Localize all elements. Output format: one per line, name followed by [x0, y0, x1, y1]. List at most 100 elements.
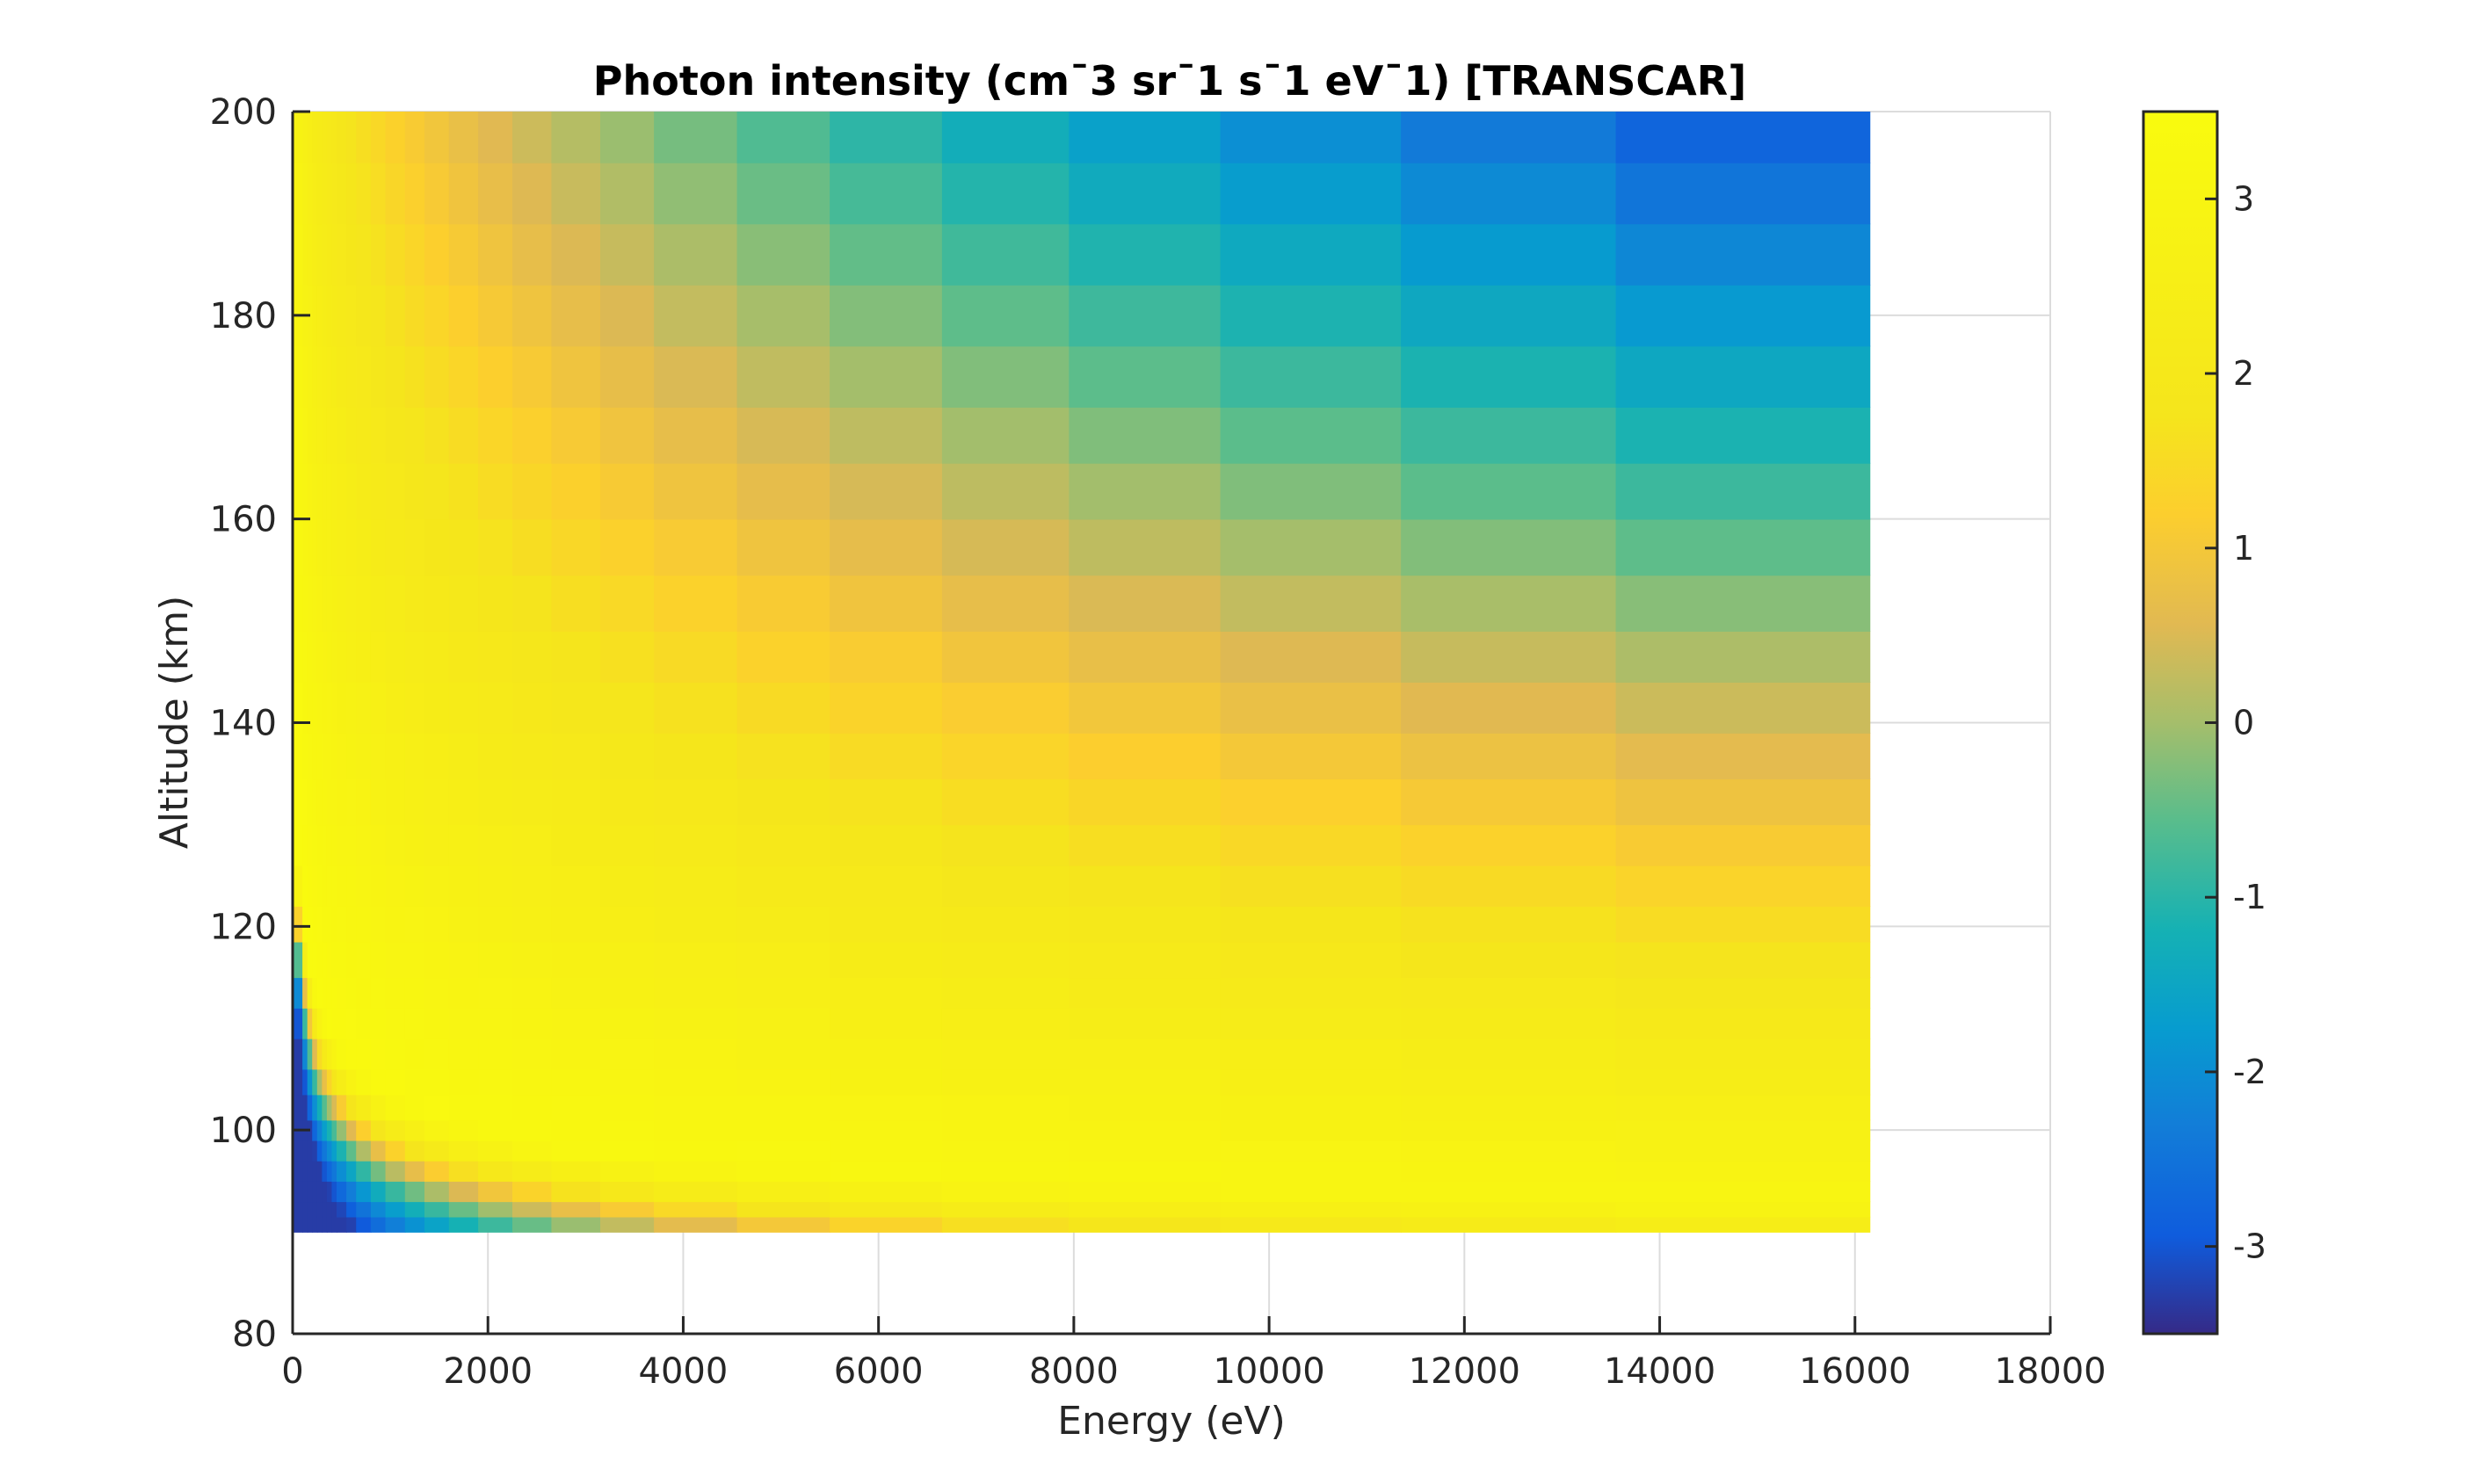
heatmap-cell	[312, 1038, 318, 1070]
heatmap-cell	[941, 977, 1070, 1009]
heatmap-cell	[293, 1068, 303, 1096]
heatmap-cell	[302, 345, 308, 408]
heatmap-cell	[830, 407, 943, 464]
heatmap-cell	[654, 733, 738, 780]
heatmap-cell	[337, 345, 347, 408]
heatmap-cell	[1615, 162, 1871, 225]
heatmap-cell	[736, 1201, 830, 1218]
heatmap-cell	[316, 865, 323, 907]
heatmap-cell	[356, 407, 372, 464]
heatmap-cell	[356, 162, 372, 225]
heatmap-cell	[293, 733, 303, 780]
heatmap-cell	[1220, 575, 1402, 632]
heatmap-cell	[830, 162, 943, 225]
heatmap-cell	[1615, 1201, 1871, 1218]
heatmap-cell	[385, 1094, 406, 1121]
heatmap-cell	[346, 733, 358, 780]
heatmap-cell	[654, 1119, 738, 1141]
heatmap-cell	[322, 906, 328, 943]
heatmap-cell	[404, 112, 425, 163]
x-tick-label: 12000	[1409, 1351, 1520, 1392]
heatmap-cell	[1401, 1119, 1617, 1141]
heatmap-cell	[307, 112, 314, 163]
heatmap-cell	[302, 631, 308, 683]
heatmap-cell	[551, 345, 601, 408]
heatmap-cell	[512, 1140, 553, 1162]
heatmap-cell	[356, 682, 372, 734]
heatmap-cell	[512, 1119, 553, 1141]
heatmap-cell	[424, 1181, 450, 1203]
heatmap-cell	[385, 778, 406, 826]
heatmap-cell	[293, 223, 303, 286]
heatmap-cell	[322, 1201, 328, 1218]
heatmap-cell	[331, 1008, 337, 1039]
heatmap-cell	[337, 575, 347, 632]
heatmap-cell	[312, 941, 318, 979]
heatmap-cell	[1401, 1160, 1617, 1182]
colorbar: -3 -2 -1 0 1 2 3	[2142, 110, 2266, 1336]
heatmap-cell	[312, 162, 318, 225]
heatmap-cell	[600, 518, 655, 576]
heatmap-cell	[941, 1038, 1070, 1070]
heatmap-cell	[424, 778, 450, 826]
heatmap-cell	[322, 1038, 328, 1070]
heatmap-cell	[551, 162, 601, 225]
heatmap-cell	[448, 1140, 479, 1162]
heatmap-cell	[1615, 1216, 1871, 1233]
heatmap-cell	[448, 285, 479, 347]
x-tick-label: 4000	[639, 1351, 729, 1392]
heatmap-cell	[404, 407, 425, 464]
heatmap-cell	[1615, 1160, 1871, 1182]
heatmap-cell	[326, 865, 333, 907]
heatmap-cell	[312, 631, 318, 683]
heatmap-cell	[316, 1140, 323, 1162]
heatmap-cell	[312, 1094, 318, 1121]
heatmap-cell	[654, 865, 738, 907]
heatmap-cell	[424, 1201, 450, 1218]
heatmap-cell	[551, 1216, 601, 1233]
heatmap-cell	[736, 1181, 830, 1203]
heatmap-cell	[478, 518, 513, 576]
heatmap-cell	[346, 285, 358, 347]
heatmap-cell	[293, 1008, 303, 1039]
heatmap-cell	[404, 1038, 425, 1070]
heatmap-cell	[424, 285, 450, 347]
heatmap-cell	[356, 824, 372, 866]
heatmap-cell	[293, 112, 303, 163]
heatmap-cell	[448, 682, 479, 734]
heatmap-cell	[1220, 1201, 1402, 1218]
heatmap-cell	[551, 575, 601, 632]
heatmap-cell	[478, 345, 513, 408]
heatmap-cell	[312, 518, 318, 576]
heatmap-cell	[331, 682, 337, 734]
heatmap-cell	[326, 941, 333, 979]
heatmap-cell	[1615, 1068, 1871, 1096]
heatmap-cell	[356, 977, 372, 1009]
heatmap-cell	[736, 112, 830, 163]
x-tick-label: 16000	[1799, 1351, 1911, 1392]
heatmap-cell	[293, 162, 303, 225]
heatmap-cell	[512, 518, 553, 576]
heatmap-cell	[1220, 631, 1402, 683]
heatmap-cell	[478, 162, 513, 225]
heatmap-cell	[337, 112, 347, 163]
heatmap-cell	[326, 223, 333, 286]
heatmap-cell	[830, 941, 943, 979]
heatmap-cell	[1069, 1094, 1222, 1121]
heatmap-cell	[293, 941, 303, 979]
heatmap-cell	[830, 906, 943, 943]
heatmap-cell	[736, 824, 830, 866]
heatmap-cell	[736, 1008, 830, 1039]
heatmap-cell	[600, 906, 655, 943]
heatmap-cell	[404, 345, 425, 408]
heatmap-cell	[1401, 1094, 1617, 1121]
heatmap-cell	[326, 575, 333, 632]
heatmap-cell	[1401, 977, 1617, 1009]
heatmap-cell	[307, 1160, 314, 1182]
heatmap-cell	[448, 1181, 479, 1203]
heatmap-cell	[331, 941, 337, 979]
heatmap-cell	[600, 112, 655, 163]
heatmap-cell	[331, 1038, 337, 1070]
heatmap-cell	[448, 1160, 479, 1182]
heatmap-cell	[326, 1140, 333, 1162]
